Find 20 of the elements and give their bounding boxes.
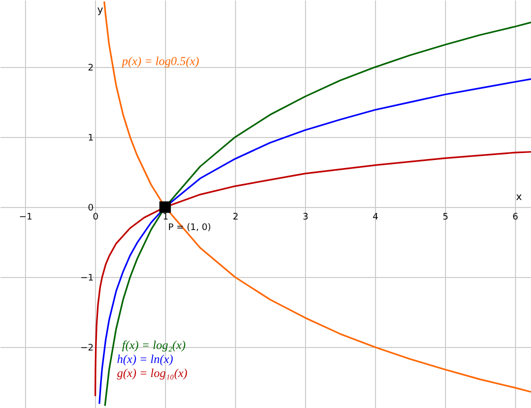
x-tick-label: 3 [302, 212, 308, 223]
line-series [94, 151, 531, 397]
x-tick-label: 5 [442, 212, 448, 223]
y-tick-label: −2 [80, 344, 94, 354]
series-label: g(x) = log₁₀(x) [117, 366, 188, 380]
series-label: h(x) = ln(x) [117, 352, 174, 366]
y-tick-label: 2 [88, 64, 94, 74]
x-tick-label: 6 [512, 212, 519, 223]
y-tick-label: −1 [80, 274, 94, 284]
series-label: p(x) = log0.5(x) [121, 54, 200, 68]
x-axis-title: x [516, 192, 522, 204]
y-tick-label: 0 [88, 204, 94, 214]
x-tick-label: 4 [372, 212, 379, 223]
line-series [98, 78, 531, 405]
y-tick-label: 1 [88, 134, 94, 144]
y-axis-title: y [97, 5, 104, 16]
x-tick-label: 1 [162, 212, 168, 223]
series-label: f(x) = log₂(x) [122, 338, 186, 352]
x-tick-label: 2 [232, 212, 238, 223]
x-tick-label: −1 [19, 212, 32, 223]
